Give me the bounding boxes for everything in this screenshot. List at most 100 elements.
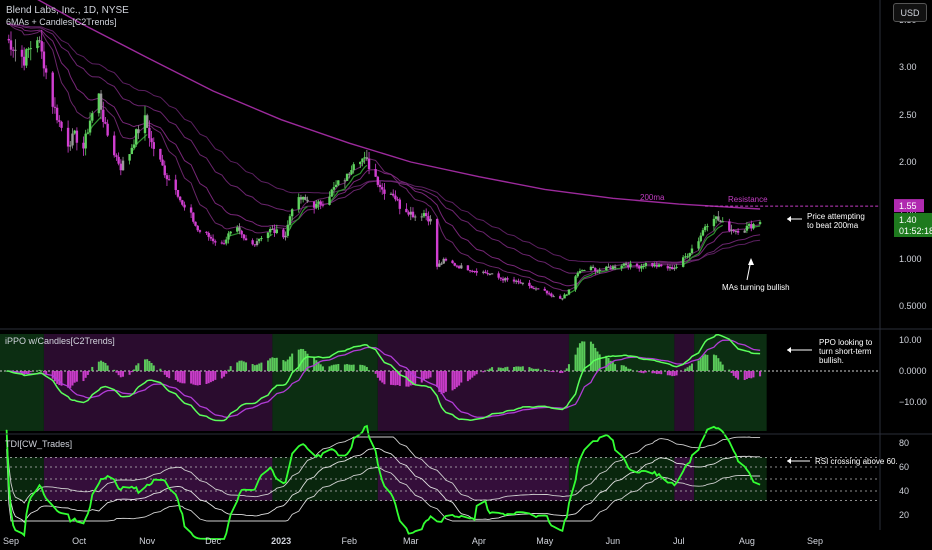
ppo-histogram-bar <box>53 371 56 382</box>
ppo-histogram-bar <box>715 355 718 371</box>
x-tick-label: Mar <box>403 536 419 546</box>
ppo-histogram-bar <box>190 371 193 384</box>
ppo-tick-label: 0.0000 <box>899 366 927 376</box>
ppo-histogram-bar <box>330 365 333 371</box>
candle-body <box>192 212 195 222</box>
candle-body <box>501 278 505 281</box>
candle-body <box>282 229 285 238</box>
ppo-histogram-bar <box>515 366 518 371</box>
candle-body <box>484 271 487 274</box>
candle-body <box>392 193 395 196</box>
candle-body <box>115 155 118 157</box>
candle-body <box>440 263 443 265</box>
candle-body <box>688 253 691 257</box>
candle-body <box>504 278 507 281</box>
ppo-histogram-bar <box>660 371 663 375</box>
ppo-histogram-bar <box>745 371 748 380</box>
candle-body <box>328 196 331 205</box>
ppo-histogram-bar <box>458 371 461 386</box>
candle-body <box>82 142 85 149</box>
ppo-histogram-bar <box>550 371 553 372</box>
ppo-histogram-bar <box>574 354 577 371</box>
candle-body <box>167 179 171 181</box>
candle-body <box>22 56 26 66</box>
ppo-histogram-bar <box>706 354 709 371</box>
candle-body <box>159 148 162 160</box>
ppo-histogram-bar <box>258 363 261 371</box>
ppo-histogram-bar <box>86 371 89 375</box>
candle-body <box>27 48 30 50</box>
ppo-histogram-bar <box>473 371 476 376</box>
ppo-histogram-bar <box>537 368 540 371</box>
candle-body <box>567 289 571 295</box>
ppo-histogram-bar <box>376 371 379 378</box>
candle-body <box>622 263 626 266</box>
ppo-histogram-bar <box>394 371 397 386</box>
candle-body <box>288 216 292 225</box>
candle-body <box>547 293 551 295</box>
candle-body <box>684 256 687 258</box>
candle-body <box>455 265 459 267</box>
ppo-histogram-bar <box>422 371 425 381</box>
candle-body <box>376 176 380 185</box>
ppo-zone <box>568 334 675 431</box>
candle-body <box>473 270 476 272</box>
x-tick-label: Aug <box>739 536 755 546</box>
ppo-histogram-bar <box>697 360 700 371</box>
chart-marks <box>0 0 880 540</box>
candle-body <box>266 232 270 239</box>
ppo-histogram-bar <box>346 364 349 371</box>
ppo-histogram-bar <box>82 371 85 382</box>
tdi-tick-label: 60 <box>899 462 909 472</box>
ppo-histogram-bar <box>513 366 516 371</box>
ppo-histogram-bar <box>38 369 41 371</box>
ppo-histogram-bar <box>666 371 669 376</box>
candle-body <box>317 201 320 204</box>
candle-body <box>424 213 428 217</box>
candle-body <box>506 278 509 280</box>
ppo-histogram-bar <box>688 365 691 371</box>
candle-body <box>284 235 287 238</box>
annotation-arrowhead <box>787 216 791 222</box>
tdi-upper-band <box>6 436 761 504</box>
x-tick-label: Sep <box>3 536 19 546</box>
candle-body <box>286 224 289 236</box>
ppo-histogram-bar <box>455 371 458 388</box>
ppo-histogram-bar <box>405 371 408 387</box>
currency-button[interactable]: USD <box>893 3 927 22</box>
candle-body <box>394 195 397 200</box>
annotation-text: PPO looking to <box>819 338 873 347</box>
ppo-histogram-bar <box>253 365 256 371</box>
ppo-histogram-bar <box>306 353 309 371</box>
ppo-histogram-bar <box>521 366 524 371</box>
ppo-histogram-bar <box>328 366 331 371</box>
candle-body <box>330 189 333 197</box>
x-tick-label: May <box>536 536 554 546</box>
ppo-histogram-bar <box>690 363 693 371</box>
ppo-histogram-bar <box>686 367 689 371</box>
ppo-histogram-bar <box>699 357 702 371</box>
candle-body <box>44 68 48 73</box>
ppo-histogram-bar <box>491 367 494 371</box>
ppo-histogram-bar <box>609 360 612 371</box>
candle-body <box>383 189 386 194</box>
candle-body <box>620 265 623 268</box>
ppo-histogram-bar <box>475 371 478 375</box>
ppo-histogram-bar <box>260 362 263 371</box>
candle-body <box>227 233 230 240</box>
candle-body <box>69 145 72 147</box>
ppo-histogram-bar <box>269 358 272 371</box>
candle-body <box>97 93 101 114</box>
ppo-histogram-bar <box>535 368 537 371</box>
candle-body <box>451 260 454 264</box>
ppo-histogram-bar <box>288 356 291 371</box>
ppo-histogram-bar <box>583 341 586 371</box>
ppo-histogram-bar <box>27 371 30 373</box>
annotation-arrowhead <box>787 347 791 353</box>
ppo-histogram-bar <box>40 370 43 371</box>
candle-body <box>576 273 579 277</box>
candle-body <box>194 221 197 226</box>
ppo-histogram-bar <box>519 366 522 371</box>
ppo-histogram-bar <box>567 364 570 371</box>
